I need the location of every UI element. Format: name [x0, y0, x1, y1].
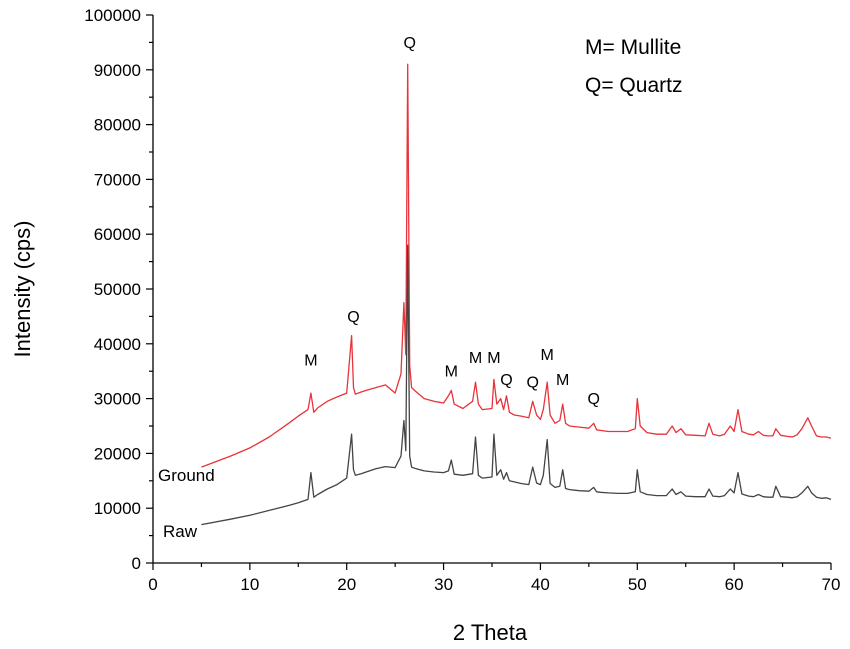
- y-tick-label: 10000: [94, 499, 141, 518]
- y-tick-label: 40000: [94, 335, 141, 354]
- y-tick-label: 50000: [94, 280, 141, 299]
- series-label-raw: Raw: [163, 522, 198, 541]
- peak-label: Q: [347, 309, 359, 326]
- x-tick-label: 60: [725, 575, 744, 594]
- y-tick-label: 70000: [94, 170, 141, 189]
- y-tick-label: 60000: [94, 225, 141, 244]
- peak-label: M: [445, 364, 458, 381]
- x-tick-label: 0: [148, 575, 157, 594]
- series-layer: [201, 63, 832, 526]
- x-tick-label: 50: [628, 575, 647, 594]
- x-axis-title: 2 Theta: [453, 620, 528, 645]
- peak-label: Q: [403, 35, 415, 52]
- y-tick-label: 0: [132, 554, 141, 573]
- y-tick-label: 80000: [94, 116, 141, 135]
- x-tick-label: 40: [531, 575, 550, 594]
- legend-mullite: M= Mullite: [585, 36, 681, 59]
- peak-label: Q: [587, 391, 599, 408]
- peak-label: M: [304, 353, 317, 370]
- series-line-raw: [201, 244, 832, 526]
- series-label-ground: Ground: [158, 466, 215, 485]
- y-axis-title: Intensity (cps): [10, 221, 35, 358]
- x-tick-label: 20: [337, 575, 356, 594]
- y-tick-label: 90000: [94, 61, 141, 80]
- axis-ticks: 0 10 20 30 40 50 60 70 0 10000 20000 30000 40000 5000…: [84, 6, 840, 594]
- series-line-ground: [201, 63, 832, 468]
- x-tick-label: 10: [240, 575, 259, 594]
- peak-label: Q: [500, 372, 512, 389]
- peak-label: M: [556, 372, 569, 389]
- x-tick-label: 70: [822, 575, 841, 594]
- x-tick-label: 30: [434, 575, 453, 594]
- peak-label: M: [469, 350, 482, 367]
- peak-label: M: [487, 350, 500, 367]
- y-tick-label: 100000: [84, 6, 141, 25]
- y-tick-label: 20000: [94, 444, 141, 463]
- legend-quartz: Q= Quartz: [585, 74, 682, 97]
- peak-label: Q: [526, 375, 538, 392]
- y-tick-label: 30000: [94, 390, 141, 409]
- peak-label: M: [541, 347, 554, 364]
